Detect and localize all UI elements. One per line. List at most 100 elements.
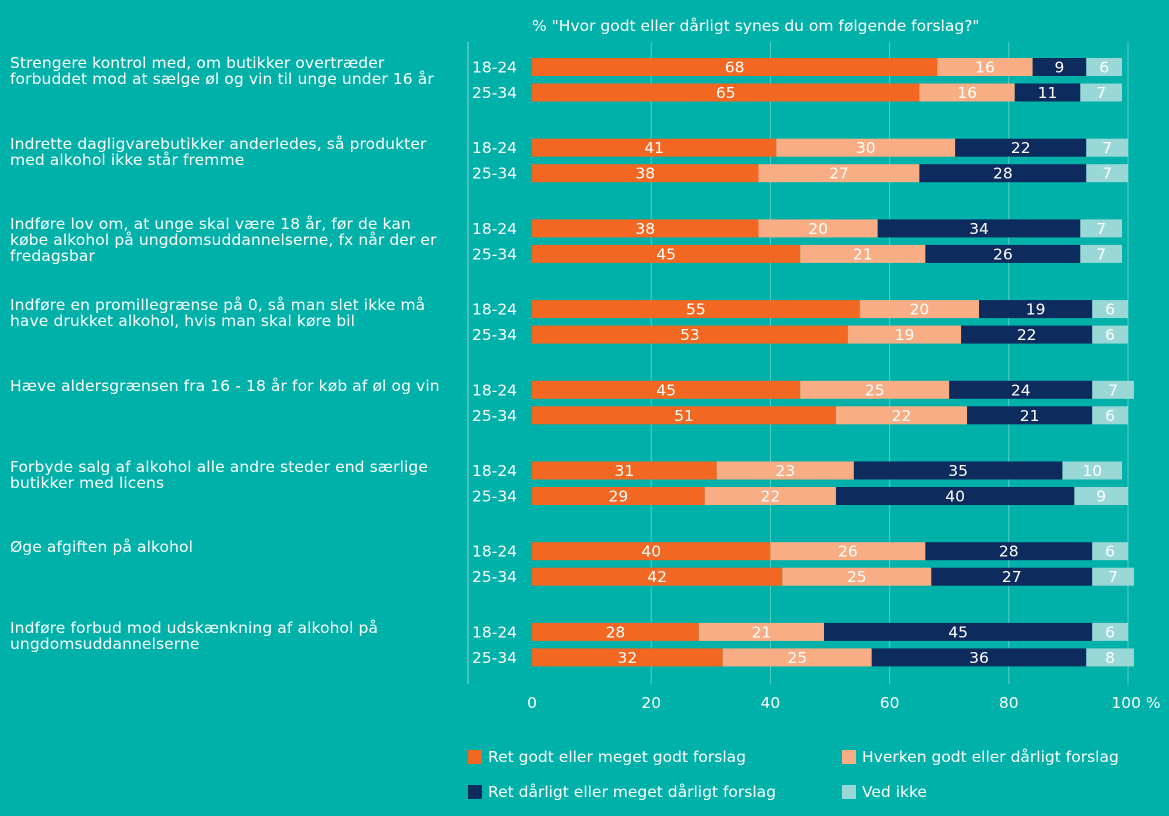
data-label: 28: [606, 623, 626, 641]
bar-segment: [925, 244, 1081, 263]
data-label: 6: [1105, 301, 1115, 319]
data-label: 55: [686, 301, 706, 319]
bar-segment: [758, 219, 878, 238]
data-label: 34: [969, 220, 989, 238]
bar-segment: [776, 138, 956, 157]
bar-segment: [1080, 219, 1123, 238]
question-label: Øge afgiften på alkohol: [10, 538, 194, 557]
data-label: 29: [609, 488, 629, 506]
bar-segment: [937, 58, 1033, 76]
legend-item: Ved ikke: [842, 783, 927, 801]
age-label: 18-24: [472, 301, 517, 319]
data-label: 22: [1011, 139, 1031, 157]
bar-segment: [1086, 164, 1128, 183]
data-label: 68: [725, 59, 745, 77]
question-label: Hæve aldersgrænsen fra 16 - 18 år for kø…: [10, 376, 440, 395]
data-label: 7: [1108, 381, 1118, 399]
age-label: 25-34: [472, 488, 517, 506]
legend-label: Ret godt eller meget godt forslag: [488, 748, 746, 766]
bar-segment: [1074, 487, 1128, 505]
data-label: 6: [1099, 59, 1109, 77]
age-label: 18-24: [472, 462, 517, 480]
data-label: 23: [775, 462, 795, 480]
data-label: 21: [1020, 407, 1040, 425]
bar-segment: [532, 542, 771, 561]
legend-swatch: [842, 750, 856, 764]
bar-segment: [835, 487, 1075, 505]
age-label: 18-24: [472, 139, 517, 157]
bar-segment: [532, 300, 860, 319]
data-label: 36: [969, 649, 989, 667]
bar-segment: [532, 648, 723, 667]
data-label: 28: [999, 543, 1019, 561]
bar-segment: [1014, 83, 1081, 102]
age-label: 25-34: [472, 245, 517, 263]
data-label: 6: [1105, 543, 1115, 561]
bar-segment: [859, 300, 979, 319]
x-tick-label: 40: [761, 694, 781, 712]
data-label: 24: [1011, 381, 1031, 399]
bar-segment: [967, 406, 1093, 425]
data-label: 65: [716, 84, 736, 102]
data-label: 19: [1026, 301, 1046, 319]
bar-segment: [847, 325, 962, 344]
data-label: 8: [1105, 649, 1115, 667]
legend-swatch: [468, 785, 482, 799]
data-label: 11: [1038, 84, 1058, 102]
data-label: 31: [615, 462, 635, 480]
data-label: 35: [948, 462, 968, 480]
bar-segment: [532, 406, 836, 425]
age-label: 25-34: [472, 407, 517, 425]
data-label: 53: [680, 326, 700, 344]
bar-segment: [925, 542, 1093, 561]
data-label: 27: [1002, 568, 1022, 586]
bar-segment: [704, 487, 836, 505]
bar-segment: [782, 567, 932, 586]
bar-segment: [800, 244, 926, 263]
legend-item: Ret godt eller meget godt forslag: [468, 748, 746, 766]
data-label: 42: [647, 568, 667, 586]
bar-segment: [853, 461, 1063, 480]
bar-segment: [532, 325, 848, 344]
data-label: 41: [644, 139, 664, 157]
legend-swatch: [468, 750, 482, 764]
data-label: 20: [910, 301, 930, 319]
bar-segment: [1080, 83, 1123, 102]
question-label: Forbyde salg af alkohol alle andre stede…: [10, 457, 428, 492]
question-label: Strengere kontrol med, om butikker overt…: [10, 54, 434, 88]
bar-segment: [835, 406, 968, 425]
data-label: 30: [856, 139, 876, 157]
bar-segment: [1092, 542, 1128, 561]
question-label: Indføre en promillegrænse på 0, så man s…: [10, 296, 426, 331]
data-label: 7: [1108, 568, 1118, 586]
bar-segment: [1092, 325, 1128, 344]
data-label: 40: [945, 488, 965, 506]
age-label: 18-24: [472, 543, 517, 561]
legend-item: Ret dårligt eller meget dårligt forslag: [468, 783, 776, 801]
age-label: 18-24: [472, 623, 517, 641]
bar-segment: [1092, 622, 1128, 641]
bar-segment: [961, 325, 1093, 344]
data-label: 16: [975, 59, 995, 77]
question-label: Indføre forbud mod udskænkning af alkoho…: [10, 618, 379, 653]
data-label: 40: [641, 543, 661, 561]
bar-segment: [1086, 58, 1123, 76]
bar-segment: [979, 300, 1093, 319]
chart-title: % "Hvor godt eller dårligt synes du om f…: [532, 17, 980, 35]
data-label: 9: [1096, 488, 1106, 506]
data-label: 19: [895, 326, 915, 344]
age-label: 25-34: [472, 649, 517, 667]
x-tick-label: 60: [880, 694, 900, 712]
legend-item: Hverken godt eller dårligt forslag: [842, 748, 1119, 766]
bar-segment: [800, 380, 950, 399]
legend-label: Hverken godt eller dårligt forslag: [862, 748, 1119, 766]
data-label: 51: [674, 407, 694, 425]
data-label: 6: [1105, 407, 1115, 425]
bar-segment: [532, 461, 717, 480]
data-label: 45: [948, 623, 968, 641]
age-label: 18-24: [472, 381, 517, 399]
data-label: 22: [761, 488, 781, 506]
data-label: 16: [957, 84, 977, 102]
bar-segment: [532, 219, 759, 238]
bar-segment: [949, 380, 1093, 399]
